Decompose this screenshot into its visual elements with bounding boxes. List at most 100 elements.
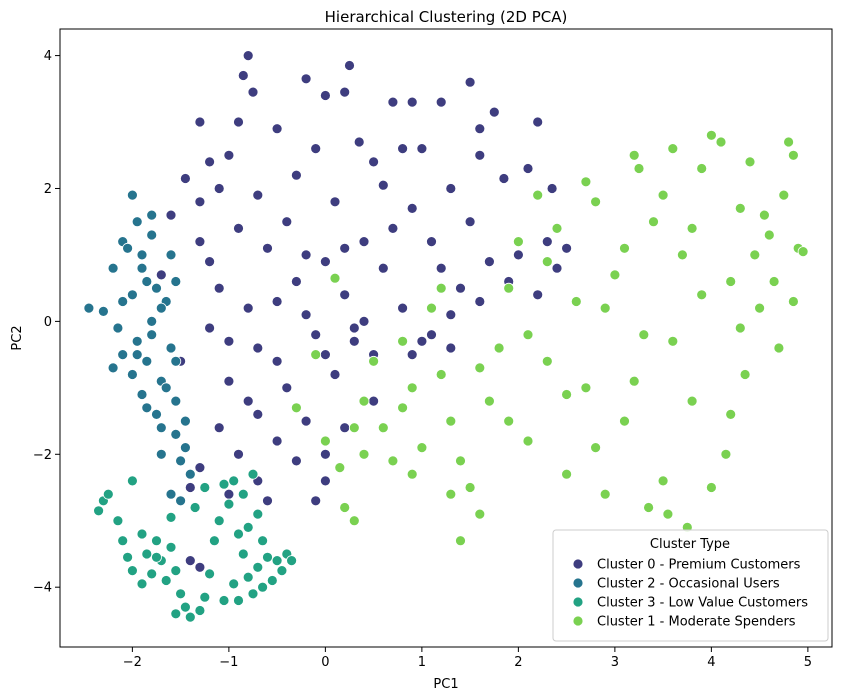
data-point (397, 302, 409, 314)
data-point (488, 106, 500, 118)
data-point (112, 515, 124, 527)
data-point (151, 282, 162, 294)
data-point (271, 555, 283, 566)
data-point (445, 488, 457, 500)
data-point (657, 475, 669, 487)
x-tick-label: 2 (514, 655, 522, 670)
data-point (179, 442, 191, 454)
data-point (247, 86, 259, 98)
data-point (237, 548, 249, 560)
data-point (252, 189, 264, 201)
data-point (155, 302, 167, 314)
legend-marker (572, 558, 584, 570)
data-point (179, 601, 191, 613)
legend-marker (572, 615, 584, 627)
data-point (107, 362, 119, 374)
data-point (146, 329, 158, 341)
data-point (696, 163, 708, 174)
data-point (112, 322, 124, 334)
data-point (648, 216, 659, 228)
data-point (474, 123, 486, 135)
data-point (170, 395, 182, 407)
legend-box (552, 529, 829, 642)
data-point (416, 442, 428, 454)
data-point (474, 149, 486, 161)
data-point (223, 149, 235, 161)
data-point (194, 116, 206, 128)
data-point (706, 482, 717, 493)
data-point (310, 349, 322, 361)
data-point (662, 508, 674, 520)
data-point (117, 296, 129, 307)
y-axis: −4 −2 0 2 4 (33, 49, 60, 596)
data-point (151, 551, 162, 563)
x-axis: −2 −1 0 1 2 3 4 5 (123, 647, 812, 670)
data-point (170, 276, 182, 287)
data-point (175, 588, 187, 600)
data-point (474, 296, 486, 307)
data-point (131, 216, 143, 228)
data-point (228, 578, 240, 590)
data-point (788, 296, 799, 307)
data-point (387, 96, 399, 108)
data-point (170, 428, 182, 440)
data-point (339, 242, 351, 254)
data-point (151, 408, 162, 420)
data-point (271, 123, 283, 135)
data-point (416, 143, 428, 155)
data-point (368, 156, 380, 168)
data-point (165, 209, 177, 221)
y-tick-label: −4 (33, 581, 52, 596)
data-point (184, 611, 196, 623)
data-point (344, 60, 355, 71)
data-point (590, 442, 601, 454)
data-point (609, 269, 621, 281)
data-point (773, 342, 785, 354)
data-point (218, 478, 230, 490)
data-point (754, 302, 765, 314)
data-point (257, 581, 269, 593)
data-point (368, 355, 380, 367)
data-point (397, 335, 409, 347)
data-point (329, 196, 341, 208)
data-point (387, 455, 399, 467)
data-point (561, 468, 572, 480)
data-point (141, 355, 153, 367)
legend-label: Cluster 2 - Occasional Users (597, 577, 780, 592)
data-point (146, 315, 158, 327)
data-point (445, 183, 457, 194)
data-point (445, 415, 457, 427)
data-point (131, 349, 143, 361)
y-tick-label: 0 (44, 315, 52, 330)
data-point (797, 246, 809, 258)
data-point (319, 448, 331, 460)
data-point (184, 482, 196, 493)
data-point (406, 468, 418, 480)
data-point (541, 236, 553, 248)
data-point (223, 498, 235, 510)
data-point (281, 216, 293, 228)
data-point (242, 302, 254, 314)
data-point (126, 189, 138, 201)
data-point (102, 488, 114, 500)
data-point (474, 508, 486, 520)
data-point (599, 302, 611, 314)
data-point (522, 329, 534, 341)
data-point (503, 282, 515, 294)
data-point (165, 342, 177, 354)
data-point (290, 169, 302, 181)
data-point (339, 422, 351, 434)
data-point (319, 475, 331, 487)
data-point (136, 578, 148, 590)
data-point (329, 369, 341, 380)
data-point (213, 282, 225, 294)
data-point (358, 315, 370, 327)
data-point (734, 202, 746, 214)
x-tick-label: 5 (804, 655, 812, 670)
data-point (358, 236, 370, 248)
data-point (122, 242, 133, 254)
data-point (483, 256, 495, 268)
data-point (455, 282, 466, 294)
data-point (300, 249, 312, 261)
data-point (329, 272, 341, 284)
